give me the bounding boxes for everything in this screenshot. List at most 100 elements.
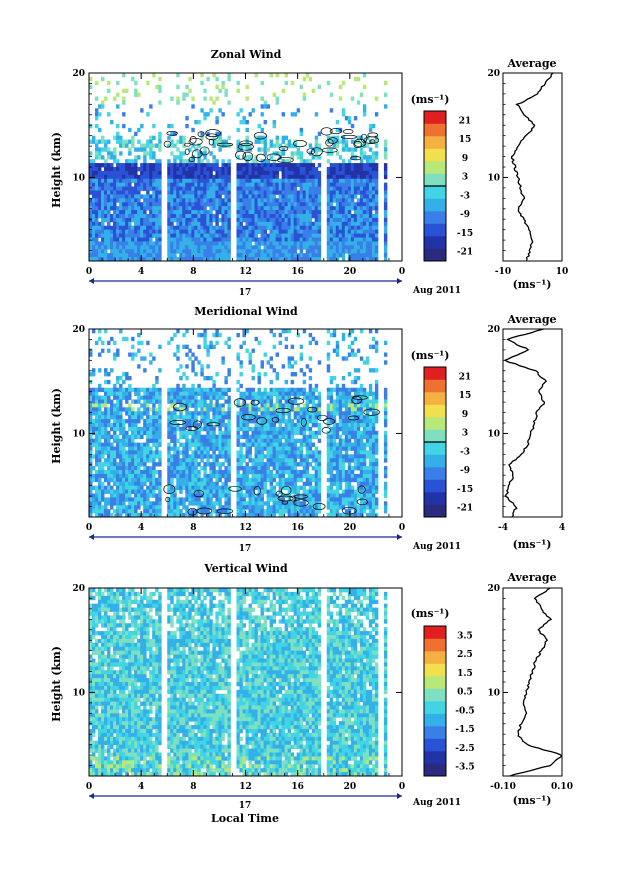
heatmap-cell	[242, 470, 246, 475]
heatmap-cell	[131, 458, 135, 463]
heatmap-cell	[239, 458, 243, 463]
heatmap-cell	[269, 139, 273, 144]
heatmap-cell	[269, 194, 273, 199]
heatmap-cell	[368, 186, 373, 191]
heatmap-cell	[350, 194, 355, 199]
heatmap-cell	[332, 190, 337, 195]
heatmap-cell	[155, 194, 159, 199]
heatmap-cell	[269, 442, 273, 447]
heatmap-cell	[128, 423, 132, 428]
heatmap-cell	[251, 430, 255, 436]
heatmap-cell	[131, 419, 135, 424]
heatmap-cell	[140, 178, 144, 184]
heatmap-cell	[215, 120, 219, 125]
heatmap-cell	[245, 178, 249, 184]
heatmap-cell	[341, 80, 346, 86]
heatmap-cell	[236, 147, 240, 152]
heatmap-cell	[272, 411, 276, 416]
heatmap-cell	[245, 217, 249, 223]
heatmap-cell	[248, 155, 252, 160]
heatmap-cell	[206, 214, 210, 219]
heatmap-cell	[278, 245, 283, 250]
heatmap-cell	[311, 237, 316, 242]
heatmap-cell	[290, 426, 295, 432]
heatmap-cell	[176, 513, 180, 518]
heatmap-cell	[176, 466, 180, 471]
heatmap-cell	[104, 415, 108, 420]
heatmap-cell	[302, 229, 307, 234]
heatmap-cell	[101, 403, 105, 408]
heatmap-cell	[368, 127, 373, 133]
heatmap-cell	[239, 473, 243, 479]
heatmap-cell	[275, 210, 280, 215]
heatmap-cell	[98, 399, 102, 404]
heatmap-cell	[287, 513, 292, 518]
heatmap-cell	[326, 257, 331, 262]
heatmap-cell	[137, 430, 141, 436]
heatmap-cell	[176, 147, 180, 152]
contour-line	[321, 147, 338, 153]
heatmap-cell	[113, 151, 117, 156]
heatmap-cell	[263, 143, 267, 148]
heatmap-cell	[167, 257, 171, 262]
heatmap-cell	[200, 257, 204, 262]
heatmap-cell	[338, 249, 343, 254]
heatmap-cell	[206, 454, 210, 459]
heatmap-cell	[179, 178, 183, 184]
heatmap-cell	[311, 178, 316, 184]
heatmap-cell	[110, 257, 114, 262]
heatmap-cell	[260, 493, 264, 498]
heatmap-cell	[290, 356, 295, 361]
heatmap-cell	[209, 245, 213, 250]
heatmap-cell	[335, 174, 340, 180]
heatmap-cell	[374, 143, 379, 148]
heatmap-cell	[158, 509, 162, 514]
heatmap-cell	[302, 190, 307, 195]
heatmap-cell	[212, 395, 216, 400]
heatmap-cell	[242, 454, 246, 459]
heatmap-cell	[203, 415, 207, 420]
heatmap-cell	[119, 249, 123, 254]
heatmap-cell	[140, 206, 144, 211]
heatmap-cell	[383, 245, 388, 250]
heatmap-cell	[296, 210, 301, 215]
heatmap-cell	[296, 163, 301, 168]
heatmap-cell	[173, 190, 177, 195]
heatmap-cell	[92, 210, 96, 215]
heatmap-cell	[179, 214, 183, 219]
heatmap-cell	[137, 466, 141, 471]
heatmap-cell	[137, 245, 141, 250]
heatmap-cell	[116, 387, 120, 393]
heatmap-cell	[227, 221, 231, 227]
heatmap-cell	[140, 411, 144, 416]
heatmap-cell	[302, 159, 307, 164]
heatmap-cell	[290, 430, 295, 436]
heatmap-cell	[116, 221, 120, 227]
heatmap-cell	[155, 174, 159, 180]
heatmap-cell	[128, 438, 132, 443]
heatmap-cell	[143, 391, 147, 396]
heatmap-cell	[101, 450, 105, 455]
heatmap-cell	[173, 509, 177, 514]
heatmap-cell	[104, 143, 108, 148]
heatmap-cell	[200, 364, 204, 369]
heatmap-cell	[260, 139, 264, 144]
heatmap-cell	[248, 112, 252, 117]
heatmap-cell	[188, 217, 192, 223]
heatmap-cell	[197, 237, 201, 242]
heatmap-cell	[254, 214, 258, 219]
heatmap-cell	[362, 174, 367, 180]
heatmap-cell	[362, 249, 367, 254]
heatmap-cell	[155, 379, 159, 385]
heatmap-cell	[149, 473, 153, 479]
heatmap-cell	[140, 462, 144, 467]
heatmap-cell	[248, 470, 252, 475]
heatmap-cell	[107, 446, 111, 451]
heatmap-cell	[254, 186, 258, 191]
heatmap-cell	[383, 80, 388, 86]
heatmap-cell	[194, 485, 198, 490]
heatmap-cell	[245, 419, 249, 424]
heatmap-cell	[329, 225, 334, 231]
heatmap-cell	[137, 434, 141, 440]
heatmap-cell	[185, 473, 189, 479]
